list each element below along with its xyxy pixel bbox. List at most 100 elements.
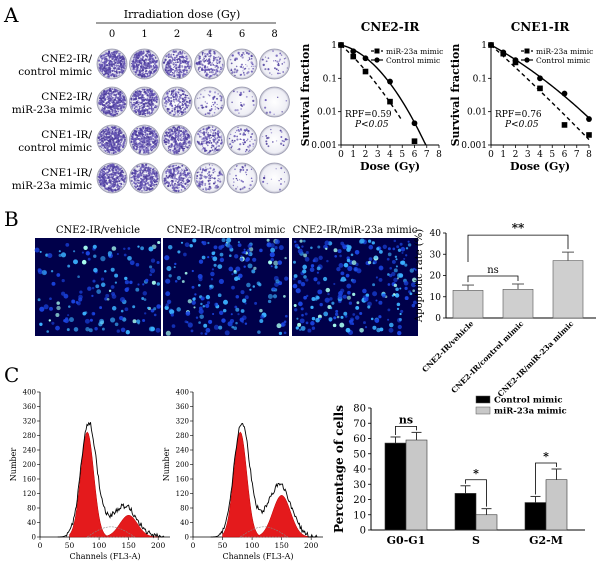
colony-dot — [235, 174, 237, 177]
colony-dot — [209, 167, 212, 170]
legend-label-control: Control mimic — [386, 56, 440, 65]
colony-dot — [101, 65, 104, 68]
colony-dot — [139, 96, 142, 99]
colony-dot — [109, 62, 111, 65]
colony-dot — [171, 175, 173, 178]
colony-dot — [110, 73, 113, 76]
colony-dot — [110, 55, 112, 57]
colony-dot — [189, 176, 191, 179]
colony-dot — [279, 58, 282, 61]
colony-dot — [108, 95, 110, 98]
colony-dot — [239, 143, 242, 146]
colony-dot — [267, 57, 270, 59]
colony-dot — [171, 182, 173, 184]
colony-dot — [277, 96, 279, 98]
colony-dot — [149, 61, 153, 64]
colony-dot — [138, 130, 140, 132]
colony-dot — [107, 136, 111, 139]
colony-dot — [124, 175, 127, 177]
colony-dot — [102, 61, 105, 64]
colony-dot — [134, 175, 136, 178]
colony-dot — [243, 53, 245, 55]
colony-dot — [199, 143, 202, 146]
colony-dot — [173, 74, 176, 78]
colony-dot — [185, 70, 187, 72]
colony-dot — [134, 105, 137, 108]
colony-dot — [176, 145, 178, 147]
colony-dot — [145, 164, 148, 167]
row-label: CNE1-IR/ — [41, 129, 92, 141]
colony-dot — [151, 134, 155, 138]
colony-dot — [103, 171, 106, 174]
colony-dot — [202, 145, 204, 147]
colony-dot — [115, 52, 118, 55]
colony-dot — [184, 96, 186, 99]
colony-dot — [184, 100, 186, 102]
colony-dot — [179, 59, 182, 62]
colony-dot — [148, 102, 151, 106]
colony-dot — [181, 113, 183, 116]
colony-dot — [236, 58, 238, 60]
colony-dot — [166, 141, 168, 144]
colony-dot — [176, 95, 179, 98]
colony-dot — [265, 134, 268, 137]
colony-dot — [237, 128, 240, 131]
colony-dot — [214, 66, 216, 68]
colony-dot — [219, 58, 221, 60]
colony-dot — [133, 132, 136, 135]
colony-dot — [109, 88, 112, 90]
colony-dot — [182, 109, 185, 111]
colony-dot — [181, 111, 185, 114]
colony-dot — [209, 150, 212, 153]
colony-dot — [110, 52, 113, 54]
colony-dot — [114, 61, 117, 64]
colony-dot — [165, 175, 168, 177]
colony-dot — [178, 70, 182, 73]
colony-dot — [232, 184, 235, 187]
colony-dot — [213, 129, 215, 132]
colony-dot — [203, 133, 206, 136]
colony-dot — [105, 69, 107, 71]
colony-dot — [148, 187, 150, 189]
colony-dot — [206, 66, 209, 68]
colony-dot — [164, 98, 166, 101]
colony-dot — [184, 68, 186, 70]
colony-dot — [235, 129, 238, 132]
colony-dot — [267, 145, 270, 148]
colony-dot — [136, 54, 139, 57]
colony-dot — [151, 187, 153, 190]
colony-dot — [173, 128, 176, 130]
colony-dot — [118, 148, 120, 151]
colony-dot — [135, 134, 137, 137]
colony-dot — [152, 65, 155, 68]
colony-dot — [139, 172, 142, 175]
colony-dot — [165, 101, 167, 103]
colony-dot — [143, 102, 146, 105]
colony-dot — [217, 139, 219, 142]
colony-dot — [119, 132, 122, 134]
colony-dot — [241, 165, 244, 168]
colony-dot — [115, 102, 118, 105]
colony-dot — [137, 131, 140, 134]
colony-dot — [212, 98, 214, 100]
colony-dot — [204, 182, 207, 185]
colony-dot — [138, 180, 140, 182]
colony-dot — [177, 53, 180, 55]
colony-dot — [142, 64, 144, 66]
colony-dot — [177, 181, 179, 184]
colony-dot — [167, 145, 171, 149]
colony-dot — [109, 144, 112, 147]
colony-dot — [199, 66, 201, 69]
colony-dot — [208, 171, 210, 174]
colony-dot — [178, 128, 180, 130]
colony-dot — [101, 103, 104, 106]
colony-dot — [119, 139, 122, 142]
colony-dot — [104, 52, 106, 54]
colony-dot — [150, 60, 152, 62]
colony-dot — [169, 137, 171, 139]
colony-dot — [139, 50, 141, 53]
colony-dot — [149, 172, 152, 174]
colony-dot — [280, 178, 283, 180]
colony-dot — [142, 106, 145, 108]
colony-dot — [109, 180, 112, 183]
